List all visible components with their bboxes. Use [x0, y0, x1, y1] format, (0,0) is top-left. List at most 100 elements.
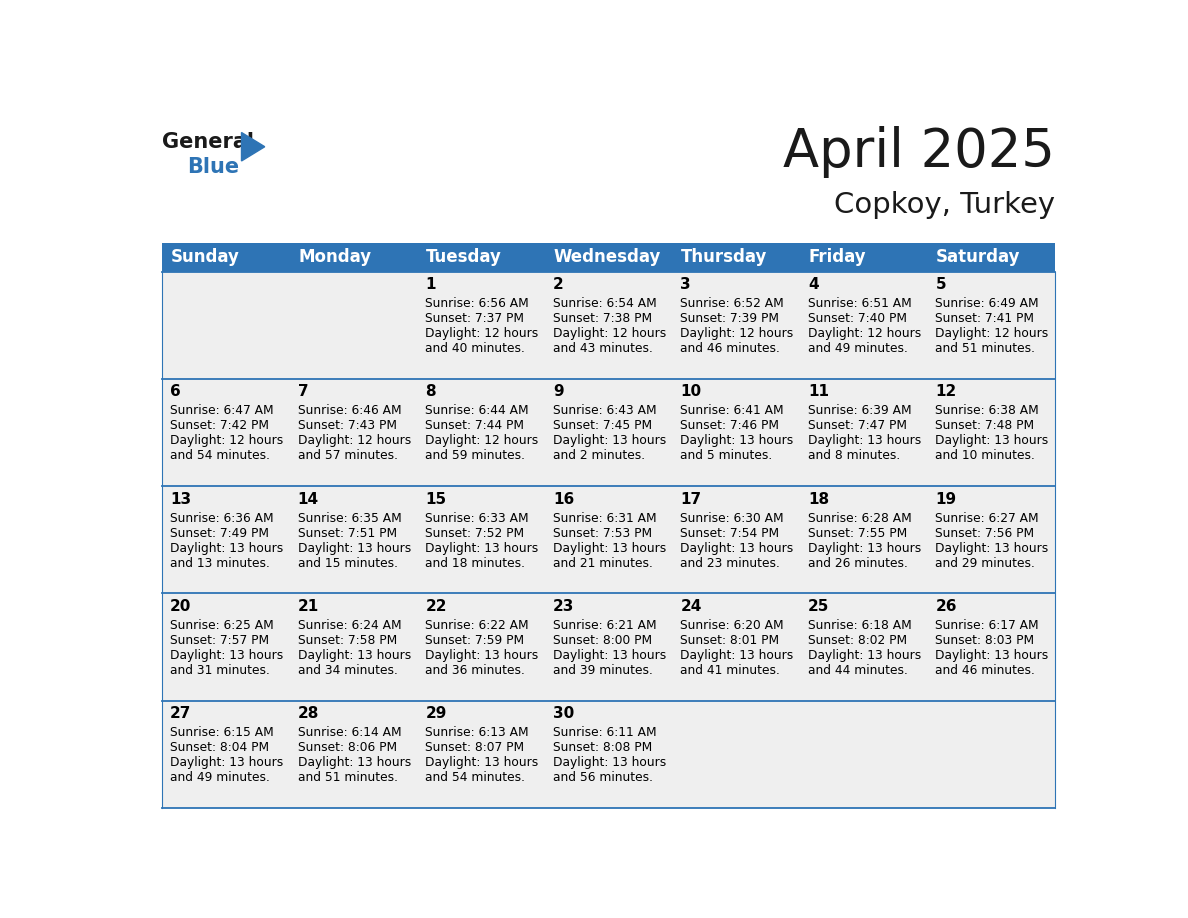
Bar	[417, 700, 545, 808]
Text: Sunset: 7:58 PM: Sunset: 7:58 PM	[298, 633, 397, 647]
Text: Sunset: 7:53 PM: Sunset: 7:53 PM	[552, 527, 652, 540]
Text: Daylight: 13 hours: Daylight: 13 hours	[808, 434, 921, 447]
Text: Sunset: 7:38 PM: Sunset: 7:38 PM	[552, 312, 652, 325]
Text: Sunset: 7:42 PM: Sunset: 7:42 PM	[170, 420, 270, 432]
Text: Sunset: 7:56 PM: Sunset: 7:56 PM	[935, 527, 1035, 540]
Text: Sunset: 8:07 PM: Sunset: 8:07 PM	[425, 741, 524, 754]
Text: General: General	[163, 131, 254, 151]
Text: Sunrise: 6:35 AM: Sunrise: 6:35 AM	[298, 511, 402, 525]
Text: and 15 minutes.: and 15 minutes.	[298, 556, 398, 570]
Bar	[928, 272, 1055, 379]
Text: Sunset: 7:59 PM: Sunset: 7:59 PM	[425, 633, 524, 647]
Text: Sunset: 7:44 PM: Sunset: 7:44 PM	[425, 420, 524, 432]
Bar	[163, 379, 290, 487]
Text: Sunrise: 6:15 AM: Sunrise: 6:15 AM	[170, 726, 274, 739]
Text: Sunrise: 6:51 AM: Sunrise: 6:51 AM	[808, 297, 911, 310]
Text: 3: 3	[681, 277, 691, 292]
Text: Sunrise: 6:13 AM: Sunrise: 6:13 AM	[425, 726, 529, 739]
Text: Sunrise: 6:39 AM: Sunrise: 6:39 AM	[808, 405, 911, 418]
Text: Daylight: 13 hours: Daylight: 13 hours	[170, 756, 284, 769]
Text: Sunrise: 6:46 AM: Sunrise: 6:46 AM	[298, 405, 402, 418]
Bar	[545, 593, 672, 700]
Text: and 49 minutes.: and 49 minutes.	[808, 342, 908, 355]
Bar	[290, 242, 417, 272]
Text: Daylight: 12 hours: Daylight: 12 hours	[170, 434, 284, 447]
Text: Daylight: 12 hours: Daylight: 12 hours	[808, 328, 921, 341]
Text: Sunset: 8:02 PM: Sunset: 8:02 PM	[808, 633, 908, 647]
Text: Sunrise: 6:17 AM: Sunrise: 6:17 AM	[935, 619, 1040, 632]
Bar	[163, 700, 290, 808]
Text: Daylight: 13 hours: Daylight: 13 hours	[170, 542, 284, 554]
Text: Sunset: 7:46 PM: Sunset: 7:46 PM	[681, 420, 779, 432]
Bar	[290, 272, 417, 379]
Bar	[672, 700, 801, 808]
Text: Monday: Monday	[298, 248, 372, 266]
Text: Sunset: 7:52 PM: Sunset: 7:52 PM	[425, 527, 524, 540]
Text: and 5 minutes.: and 5 minutes.	[681, 450, 772, 463]
Text: Sunrise: 6:30 AM: Sunrise: 6:30 AM	[681, 511, 784, 525]
Text: Daylight: 12 hours: Daylight: 12 hours	[681, 328, 794, 341]
Text: 25: 25	[808, 599, 829, 614]
Text: Sunrise: 6:36 AM: Sunrise: 6:36 AM	[170, 511, 273, 525]
Bar	[163, 593, 290, 700]
Bar	[928, 593, 1055, 700]
Text: Sunset: 8:08 PM: Sunset: 8:08 PM	[552, 741, 652, 754]
Text: Sunset: 7:40 PM: Sunset: 7:40 PM	[808, 312, 906, 325]
Bar	[545, 272, 672, 379]
Text: 26: 26	[935, 599, 958, 614]
Text: Daylight: 13 hours: Daylight: 13 hours	[935, 542, 1049, 554]
Text: 1: 1	[425, 277, 436, 292]
Text: Sunset: 7:54 PM: Sunset: 7:54 PM	[681, 527, 779, 540]
Text: 20: 20	[170, 599, 191, 614]
Text: Sunset: 7:37 PM: Sunset: 7:37 PM	[425, 312, 524, 325]
Text: 7: 7	[298, 385, 309, 399]
Bar	[545, 379, 672, 487]
Text: Daylight: 13 hours: Daylight: 13 hours	[552, 434, 666, 447]
Text: Sunrise: 6:27 AM: Sunrise: 6:27 AM	[935, 511, 1040, 525]
Text: and 39 minutes.: and 39 minutes.	[552, 664, 652, 677]
Text: 5: 5	[935, 277, 946, 292]
Bar	[417, 487, 545, 593]
Text: 21: 21	[298, 599, 320, 614]
Text: Sunrise: 6:24 AM: Sunrise: 6:24 AM	[298, 619, 402, 632]
Bar	[801, 487, 928, 593]
Text: 24: 24	[681, 599, 702, 614]
Text: and 10 minutes.: and 10 minutes.	[935, 450, 1035, 463]
Bar	[290, 379, 417, 487]
Text: and 56 minutes.: and 56 minutes.	[552, 771, 653, 784]
Bar	[545, 242, 672, 272]
Text: Friday: Friday	[809, 248, 866, 266]
Text: 30: 30	[552, 706, 574, 721]
Text: Blue: Blue	[188, 157, 239, 177]
Text: and 21 minutes.: and 21 minutes.	[552, 556, 652, 570]
Text: Daylight: 12 hours: Daylight: 12 hours	[425, 434, 538, 447]
Text: and 59 minutes.: and 59 minutes.	[425, 450, 525, 463]
Text: Sunset: 7:55 PM: Sunset: 7:55 PM	[808, 527, 908, 540]
Text: Daylight: 13 hours: Daylight: 13 hours	[552, 542, 666, 554]
Bar	[672, 487, 801, 593]
Text: Sunset: 7:39 PM: Sunset: 7:39 PM	[681, 312, 779, 325]
Bar	[163, 272, 290, 379]
Text: Sunrise: 6:44 AM: Sunrise: 6:44 AM	[425, 405, 529, 418]
Text: Copkoy, Turkey: Copkoy, Turkey	[834, 191, 1055, 219]
Text: Sunrise: 6:21 AM: Sunrise: 6:21 AM	[552, 619, 657, 632]
Text: Sunset: 8:00 PM: Sunset: 8:00 PM	[552, 633, 652, 647]
Text: Daylight: 13 hours: Daylight: 13 hours	[808, 542, 921, 554]
Text: Sunset: 7:57 PM: Sunset: 7:57 PM	[170, 633, 270, 647]
Bar	[672, 593, 801, 700]
Polygon shape	[241, 132, 265, 161]
Text: April 2025: April 2025	[783, 126, 1055, 177]
Text: and 54 minutes.: and 54 minutes.	[425, 771, 525, 784]
Text: and 13 minutes.: and 13 minutes.	[170, 556, 270, 570]
Text: Sunset: 7:41 PM: Sunset: 7:41 PM	[935, 312, 1035, 325]
Text: Sunrise: 6:33 AM: Sunrise: 6:33 AM	[425, 511, 529, 525]
Bar	[163, 242, 290, 272]
Text: Sunrise: 6:49 AM: Sunrise: 6:49 AM	[935, 297, 1040, 310]
Text: Sunday: Sunday	[171, 248, 240, 266]
Text: Daylight: 12 hours: Daylight: 12 hours	[935, 328, 1049, 341]
Text: and 18 minutes.: and 18 minutes.	[425, 556, 525, 570]
Bar	[801, 272, 928, 379]
Text: and 2 minutes.: and 2 minutes.	[552, 450, 645, 463]
Text: 27: 27	[170, 706, 191, 721]
Text: Sunset: 8:06 PM: Sunset: 8:06 PM	[298, 741, 397, 754]
